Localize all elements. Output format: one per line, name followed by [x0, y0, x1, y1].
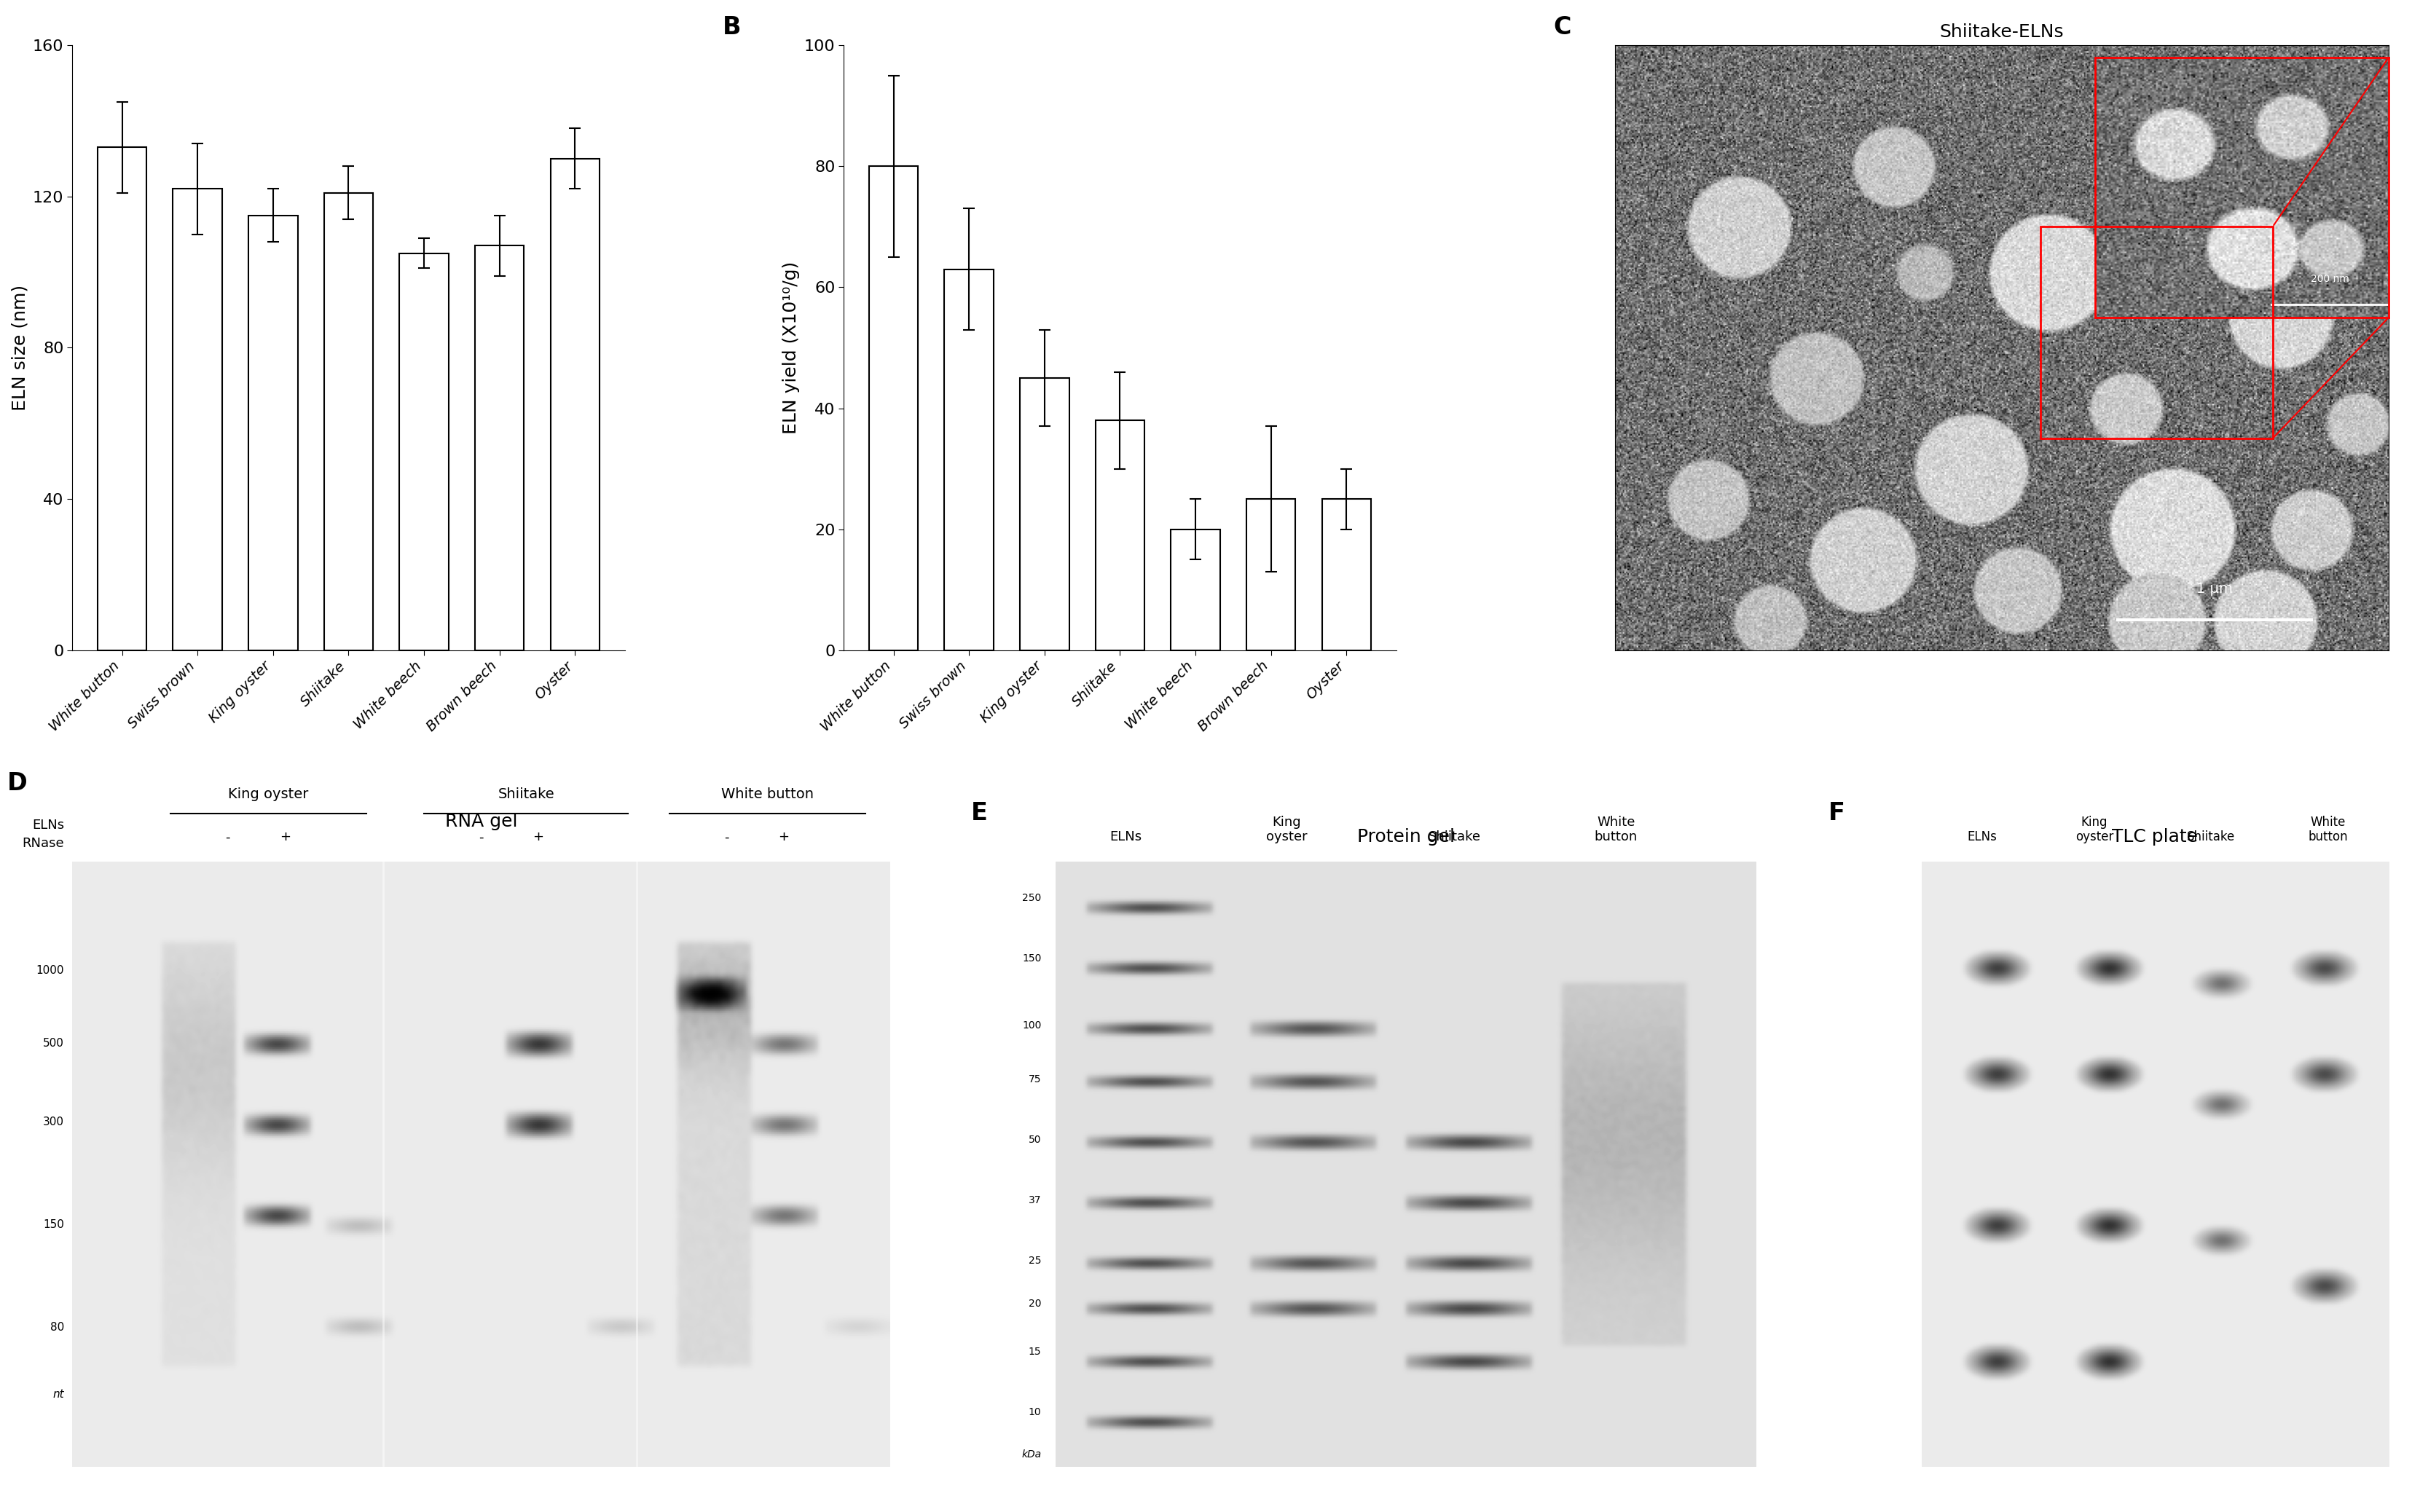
Text: F: F [1828, 801, 1845, 826]
Text: White
button: White button [2308, 815, 2347, 844]
Text: +: + [280, 830, 289, 844]
Text: B: B [721, 15, 740, 39]
Text: kDa: kDa [1020, 1450, 1042, 1459]
Text: -: - [224, 830, 229, 844]
Bar [96, 147, 147, 650]
Bar [1247, 499, 1295, 650]
Text: 1 μm: 1 μm [2195, 582, 2231, 596]
Text: ELNs: ELNs [1966, 830, 1997, 844]
Bar [248, 215, 297, 650]
Bar [2041, 227, 2272, 438]
Bar [174, 189, 222, 650]
Text: D: D [7, 771, 27, 795]
Text: -: - [724, 830, 728, 844]
Y-axis label: ELN size (nm): ELN size (nm) [12, 284, 29, 411]
Title: TLC plate: TLC plate [2110, 827, 2197, 845]
Bar [1170, 529, 1220, 650]
Bar [1020, 378, 1069, 650]
Text: ELNs: ELNs [31, 820, 65, 832]
Title: Shiitake-ELNs: Shiitake-ELNs [1939, 23, 2065, 41]
Text: E: E [972, 801, 987, 826]
Text: RNase: RNase [22, 838, 65, 850]
Text: 150: 150 [43, 1219, 65, 1231]
Text: 75: 75 [1028, 1075, 1042, 1084]
Text: 20: 20 [1028, 1299, 1042, 1308]
FancyArrowPatch shape [2272, 59, 2388, 225]
Text: 500: 500 [43, 1037, 65, 1049]
Text: Shiitake: Shiitake [1428, 830, 1481, 844]
Text: 37: 37 [1028, 1196, 1042, 1205]
Bar [550, 159, 601, 650]
Bar [323, 194, 374, 650]
Text: +: + [533, 830, 543, 844]
Text: King oyster: King oyster [229, 788, 309, 801]
Text: 150: 150 [1023, 954, 1042, 963]
Text: C: C [1553, 15, 1570, 39]
Bar [943, 269, 994, 650]
Text: 10: 10 [1028, 1408, 1042, 1417]
Text: White
button: White button [1594, 815, 1638, 844]
Text: White button: White button [721, 788, 813, 801]
Bar [1322, 499, 1370, 650]
Text: King
oyster: King oyster [2074, 815, 2113, 844]
Text: -: - [478, 830, 482, 844]
Text: Shiitake: Shiitake [497, 788, 555, 801]
Text: 1000: 1000 [36, 965, 65, 977]
Y-axis label: ELN yield (X10¹⁰/g): ELN yield (X10¹⁰/g) [781, 262, 801, 434]
Bar [1095, 420, 1143, 650]
Bar [868, 166, 917, 650]
Bar [475, 245, 523, 650]
Bar [400, 253, 449, 650]
Text: +: + [779, 830, 789, 844]
Text: ELNs: ELNs [1110, 830, 1141, 844]
Title: RNA gel: RNA gel [444, 812, 516, 830]
FancyArrowPatch shape [2275, 319, 2385, 437]
Text: 25: 25 [1028, 1256, 1042, 1266]
Text: 50: 50 [1028, 1136, 1042, 1145]
Text: nt: nt [53, 1388, 65, 1400]
Text: 80: 80 [51, 1321, 65, 1334]
Text: King
oyster: King oyster [1266, 815, 1307, 844]
Text: 300: 300 [43, 1116, 65, 1128]
Text: 250: 250 [1023, 894, 1042, 903]
Title: Protein gel: Protein gel [1356, 827, 1454, 845]
Text: 100: 100 [1023, 1021, 1042, 1030]
Text: Shiitake: Shiitake [2185, 830, 2234, 844]
Text: 15: 15 [1028, 1347, 1042, 1356]
